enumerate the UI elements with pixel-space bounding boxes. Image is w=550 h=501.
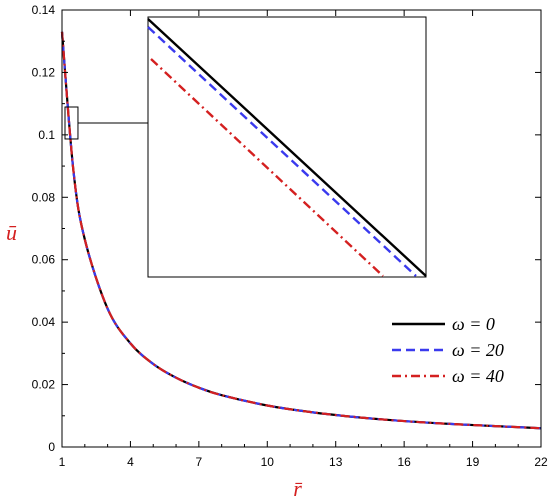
y-tick-label: 0.08 [32, 190, 56, 204]
inset-line-1 [147, 26, 417, 277]
x-axis-label: r̄ [293, 476, 303, 501]
series-line-2 [60, 31, 542, 430]
inset-line-0 [147, 18, 427, 277]
legend-label-2: ω = 40 [452, 366, 504, 386]
x-tick-label: 13 [329, 455, 343, 469]
y-tick-label: 0.04 [32, 315, 56, 329]
legend: ω = 0 ω = 20 ω = 40 [392, 314, 504, 386]
y-axis-ticks: 0 0.02 0.04 0.06 0.08 0.1 0.12 0.14 [32, 3, 541, 454]
y-tick-label: 0.14 [32, 3, 56, 17]
legend-label-0: ω = 0 [452, 314, 495, 334]
inset-lines [147, 18, 427, 277]
x-tick-label: 10 [261, 455, 275, 469]
x-tick-label: 1 [59, 455, 66, 469]
y-tick-label: 0 [48, 440, 55, 454]
x-tick-label: 22 [534, 455, 548, 469]
x-axis-ticks: 1 4 7 10 13 16 19 22 [59, 10, 548, 469]
x-tick-label: 16 [397, 455, 411, 469]
y-tick-label: 0.12 [32, 65, 56, 79]
x-tick-label: 7 [196, 455, 203, 469]
y-axis-label: ū [6, 220, 17, 245]
inset-panel [147, 16, 427, 278]
legend-label-1: ω = 20 [452, 340, 504, 360]
series-layer [60, 31, 542, 430]
x-tick-label: 19 [466, 455, 480, 469]
zoom-region-box [64, 106, 79, 140]
y-tick-label: 0.1 [38, 128, 55, 142]
y-tick-label: 0.06 [32, 253, 56, 267]
inset-line-2 [150, 58, 384, 277]
x-tick-label: 4 [127, 455, 134, 469]
y-tick-label: 0.02 [32, 378, 56, 392]
